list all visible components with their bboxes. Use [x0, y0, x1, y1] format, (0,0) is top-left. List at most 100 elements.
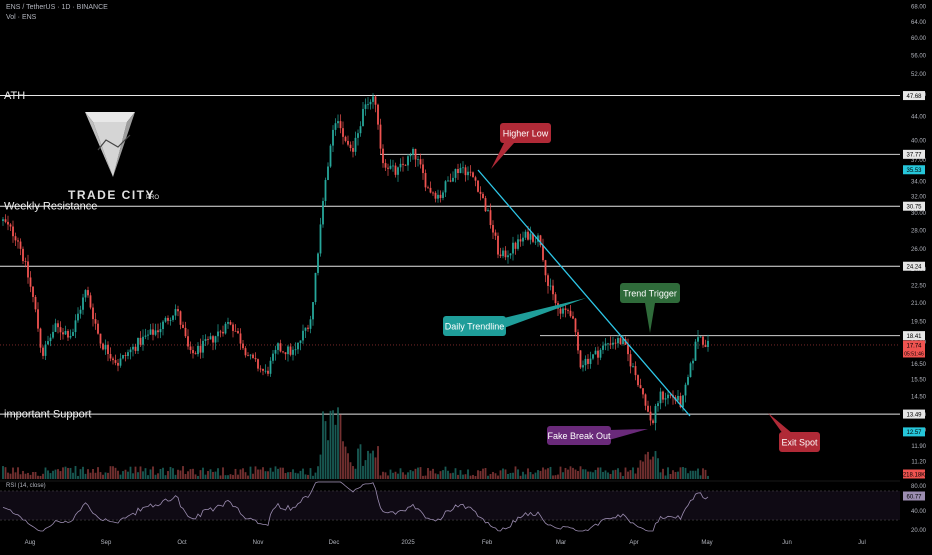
candle-body — [319, 224, 322, 254]
candle-body — [582, 365, 584, 368]
candle-body — [322, 201, 324, 225]
annotation-higher-low[interactable]: Higher Low — [491, 123, 551, 169]
candle-body — [422, 164, 424, 174]
candle-body — [542, 245, 544, 261]
x-tick-label: Aug — [25, 540, 36, 546]
candle-body — [459, 167, 462, 174]
volume-bar — [654, 451, 657, 479]
volume-bar — [87, 469, 89, 479]
volume-bar — [569, 466, 572, 479]
candle-body — [157, 330, 159, 333]
candle-body — [139, 337, 142, 345]
volume-bar — [9, 473, 12, 479]
candle-body — [372, 96, 374, 102]
volume-bar — [32, 472, 34, 479]
candle-body — [587, 358, 589, 364]
volume-bar — [272, 471, 274, 479]
svg-text:Daily Trendline: Daily Trendline — [445, 322, 505, 332]
volume-bar — [547, 468, 549, 479]
volume-bar — [402, 472, 404, 479]
candle-body — [67, 330, 69, 338]
volume-bar — [319, 454, 322, 479]
volume-bar — [399, 468, 402, 479]
volume-bar — [692, 470, 694, 479]
candle-body — [382, 148, 384, 164]
candle-body — [574, 318, 577, 333]
volume-bar — [252, 473, 254, 479]
candle-body — [327, 166, 329, 180]
volume-bar — [267, 471, 269, 479]
volume-bar — [17, 467, 19, 479]
volume-bar — [82, 466, 84, 479]
volume-bar — [189, 469, 192, 479]
candle-body — [364, 104, 367, 109]
candle-body — [279, 343, 282, 352]
y-tick-label: 52.00 — [911, 72, 927, 78]
candle-body — [609, 343, 612, 345]
candle-body — [537, 235, 539, 242]
volume-bar — [297, 473, 299, 479]
candle-body — [249, 354, 252, 356]
daily-trendline[interactable] — [477, 169, 691, 417]
volume-bar — [287, 472, 289, 479]
volume-bar — [19, 474, 22, 479]
volume-bar — [194, 474, 197, 479]
candle-body — [274, 349, 277, 354]
volume-bar — [177, 469, 179, 479]
candle-body — [407, 156, 409, 166]
volume-bar — [592, 472, 594, 479]
candle-body — [509, 253, 512, 256]
candle-body — [637, 375, 639, 386]
level-tag-bg — [903, 201, 925, 211]
annotation-fake-break-out[interactable]: Fake Break Out — [547, 426, 648, 445]
candle-body — [189, 346, 192, 351]
candle-body — [207, 339, 209, 340]
candle-body — [97, 323, 99, 334]
candle-body — [452, 177, 454, 182]
candle-body — [59, 327, 62, 333]
volume-bar — [664, 475, 667, 479]
volume-bar — [702, 468, 704, 479]
volume-bar — [489, 474, 492, 479]
annotation-trend-trigger[interactable]: Trend Trigger — [620, 283, 680, 333]
volume-bar — [207, 471, 209, 479]
candle-body — [474, 177, 477, 181]
volume-bar — [262, 467, 264, 479]
volume-bar — [364, 460, 367, 479]
x-tick-label: May — [701, 540, 712, 546]
candle-body — [502, 250, 504, 257]
candle-body — [119, 358, 122, 366]
price-tags: 47.68 30.75 24.24 13.49 37.77 18.41 35.53 17.74… — [903, 91, 925, 501]
volume-bar — [159, 469, 162, 479]
volume-bar — [704, 469, 707, 479]
volume-bar — [29, 474, 32, 479]
candle-body — [102, 343, 104, 350]
candle-body — [664, 398, 667, 400]
candle-body — [602, 345, 604, 350]
candle-body — [197, 345, 199, 355]
level-tag: 37.77 — [906, 153, 922, 159]
volume-bar — [12, 467, 14, 479]
rsi-tag: 60.77 — [906, 494, 922, 500]
candle-body — [414, 148, 417, 160]
annotation-exit-spot[interactable]: Exit Spot — [768, 413, 820, 452]
candle-body — [484, 198, 487, 212]
rsi-tick-label: 80.00 — [911, 484, 927, 490]
volume-bar — [697, 468, 699, 479]
candle-body — [589, 358, 592, 364]
candle-body — [19, 241, 22, 249]
candle-body — [512, 242, 514, 254]
volume-bar — [34, 471, 37, 479]
candle-body — [662, 391, 664, 400]
volume-bar — [7, 472, 9, 479]
volume-bar — [62, 467, 64, 479]
candle-body — [329, 145, 332, 167]
annotation-daily-trendline[interactable]: Daily Trendline — [443, 298, 586, 336]
price-tag-bg — [903, 427, 925, 437]
candle-body — [24, 261, 27, 262]
volume-bar — [604, 470, 607, 479]
rsi-tick-label: 20.00 — [911, 528, 927, 534]
volume-bar — [584, 469, 587, 479]
volume-bar — [14, 472, 17, 479]
